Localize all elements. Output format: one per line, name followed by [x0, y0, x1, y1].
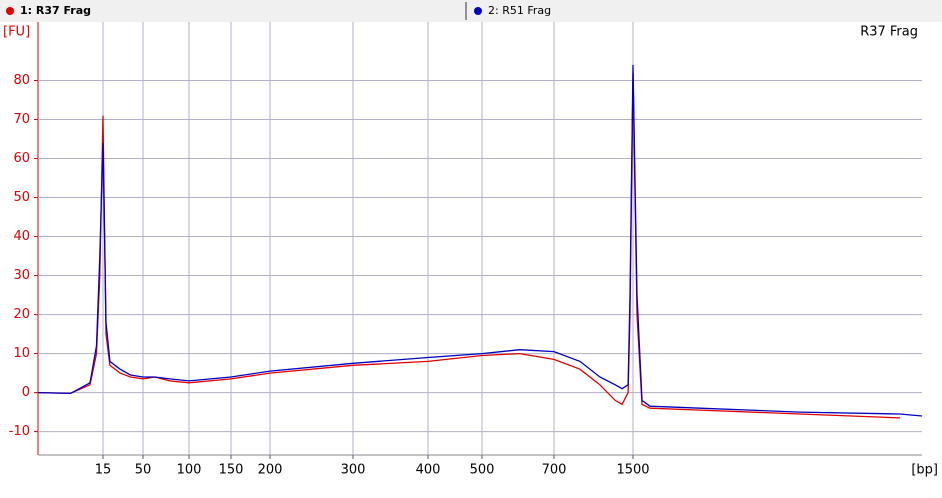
annotation: R37 Frag [860, 25, 918, 40]
x-tick-label: 300 [341, 463, 366, 478]
legend-label: 1: R37 Frag [20, 4, 91, 17]
x-tick-label: 1500 [616, 463, 649, 478]
y-tick-label: -10 [9, 424, 30, 439]
y-tick-label: 50 [13, 190, 30, 205]
x-tick-label: 100 [177, 463, 202, 478]
x-tick-label: 400 [416, 463, 441, 478]
y-tick-label: 80 [13, 73, 30, 88]
y-tick-label: 0 [22, 385, 30, 400]
x-tick-label: 200 [258, 463, 283, 478]
legend-label: 2: R51 Frag [488, 4, 551, 17]
legend-marker [474, 7, 482, 15]
y-tick-label: 30 [13, 268, 30, 283]
header-bar [0, 0, 942, 22]
y-axis-label: [FU] [3, 25, 30, 40]
x-tick-label: 50 [135, 463, 152, 478]
y-tick-label: 40 [13, 229, 30, 244]
x-tick-label: 150 [219, 463, 244, 478]
x-tick-label: 15 [95, 463, 112, 478]
x-axis-label: [bp] [911, 463, 938, 478]
y-tick-label: 20 [13, 307, 30, 322]
x-tick-label: 700 [542, 463, 567, 478]
trace-line [37, 72, 900, 419]
legend-marker [6, 7, 14, 15]
trace-line [37, 64, 923, 417]
y-tick-label: 60 [13, 151, 30, 166]
y-tick-label: 70 [13, 112, 30, 127]
x-tick-label: 500 [470, 463, 495, 478]
y-tick-label: 10 [13, 346, 30, 361]
